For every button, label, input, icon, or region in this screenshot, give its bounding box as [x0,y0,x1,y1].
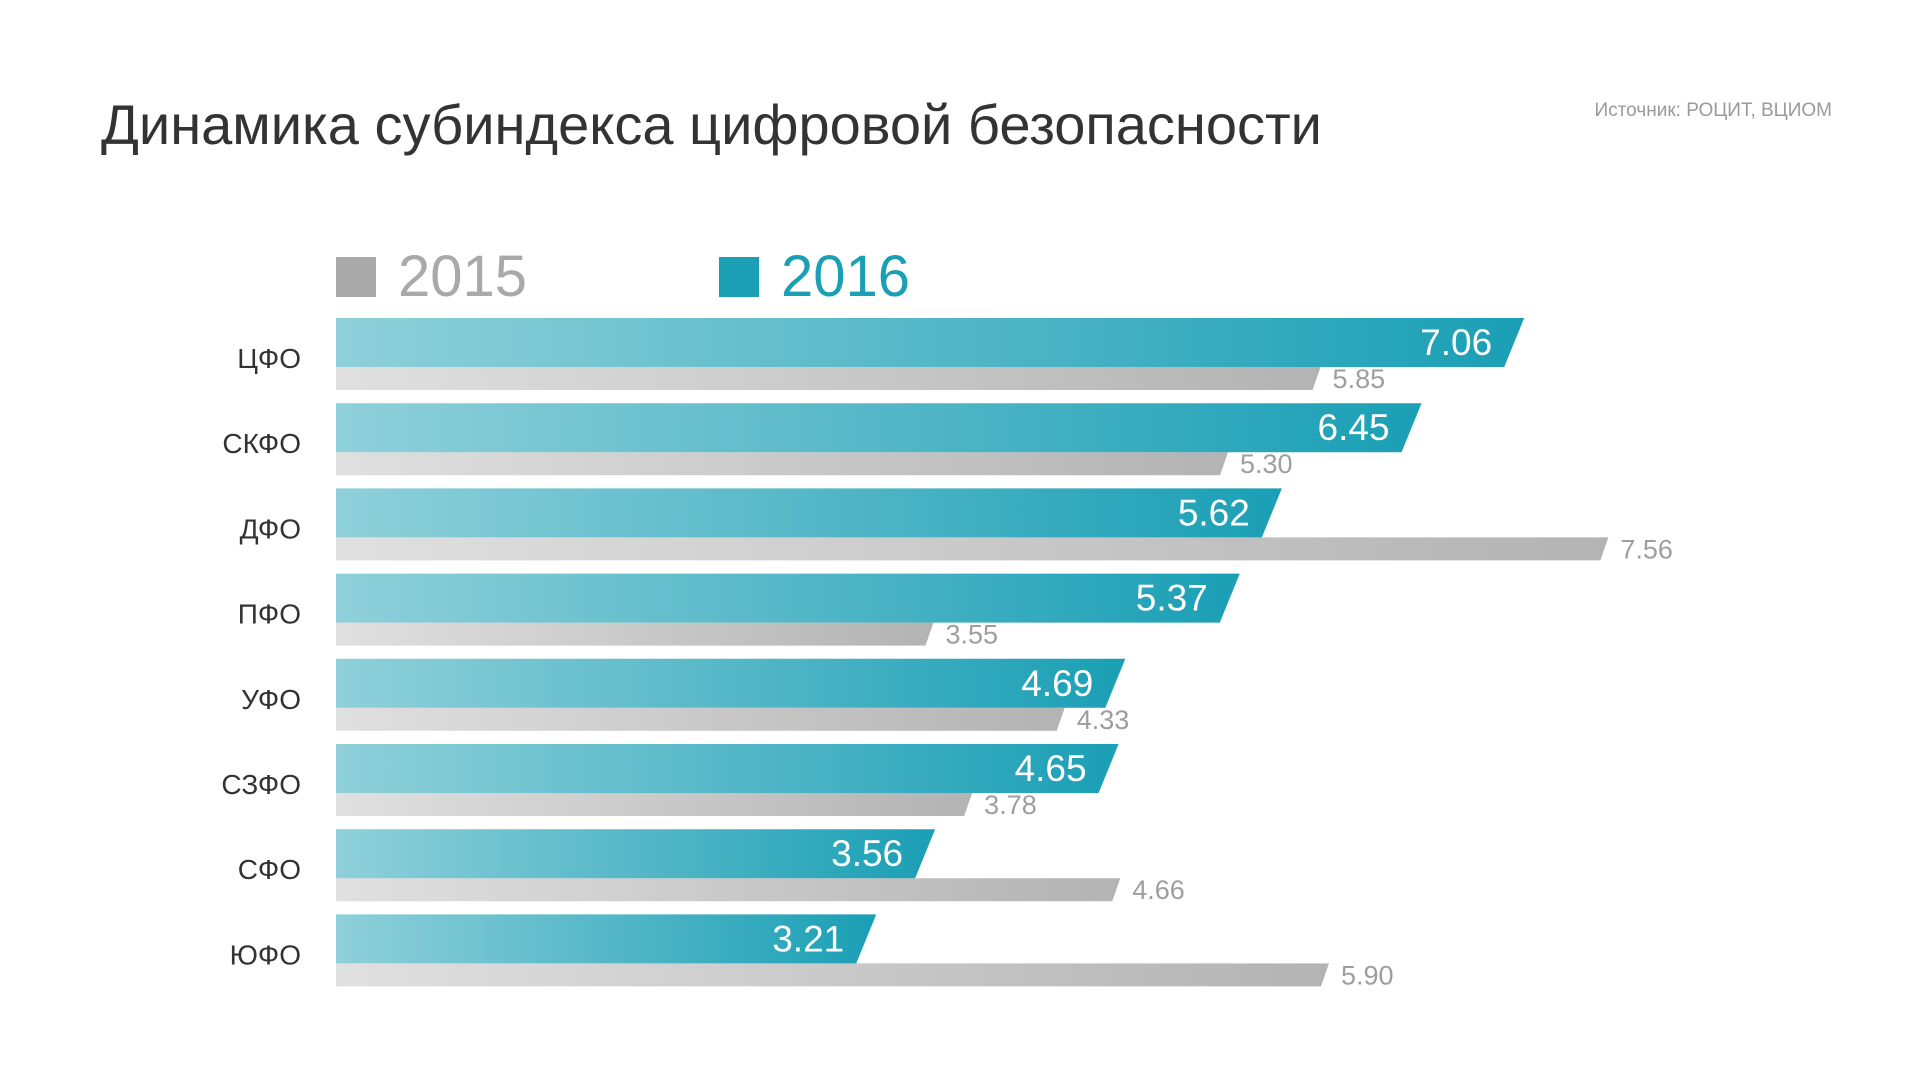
category-label: ЮФО [230,939,301,970]
data-label-2016: 7.06 [1420,322,1492,363]
data-label-2016: 5.37 [1136,578,1208,619]
data-label-2016: 3.21 [772,918,844,959]
data-label-2015: 3.78 [984,790,1037,820]
bar-2016 [336,658,1126,708]
legend-swatch-2015 [336,257,376,297]
category-label: ДФО [240,513,301,544]
data-label-2016: 4.65 [1015,748,1087,789]
bar-2016 [336,488,1282,538]
legend-item-2015: 2015 [336,245,527,309]
data-label-2016: 5.62 [1178,492,1250,533]
data-label-2015: 7.56 [1620,534,1673,564]
bar-2015 [336,622,934,646]
bar-2015 [336,707,1065,731]
data-label-2015: 5.85 [1333,364,1386,394]
data-label-2015: 4.33 [1077,705,1130,735]
data-label-2015: 5.30 [1240,449,1293,479]
bar-2016 [336,829,936,879]
data-label-2016: 3.56 [831,833,903,874]
category-label: ЦФО [237,343,301,374]
legend-label-2016: 2016 [781,244,911,309]
category-label: СФО [238,854,301,885]
legend-item-2016: 2016 [719,245,910,309]
bar-2015 [336,367,1321,390]
category-label: УФО [241,684,301,715]
legend-swatch-2016 [719,257,759,297]
data-label-2016: 6.45 [1318,407,1390,448]
bar-2015 [336,452,1228,476]
bar-2015 [336,878,1121,902]
data-label-2016: 4.69 [1021,663,1093,704]
bar-2015 [336,963,1329,987]
bar-2015 [336,537,1609,561]
bar-2016 [336,744,1119,793]
source-note: Источник: РОЦИТ, ВЦИОМ [1594,100,1832,121]
data-label-2015: 3.55 [945,620,998,650]
bar-2016 [336,573,1240,623]
category-label: ПФО [238,599,301,630]
data-label-2015: 4.66 [1132,875,1185,905]
chart-title: Динамика субиндекса цифровой безопасност… [101,93,1322,156]
bar-2016 [336,318,1525,367]
legend-label-2015: 2015 [398,244,528,309]
bar-2016 [336,914,877,964]
category-label: СКФО [222,428,301,459]
bar-2016 [336,403,1422,453]
data-label-2015: 5.90 [1341,960,1394,990]
category-label: СЗФО [221,769,301,800]
bar-2015 [336,793,973,816]
